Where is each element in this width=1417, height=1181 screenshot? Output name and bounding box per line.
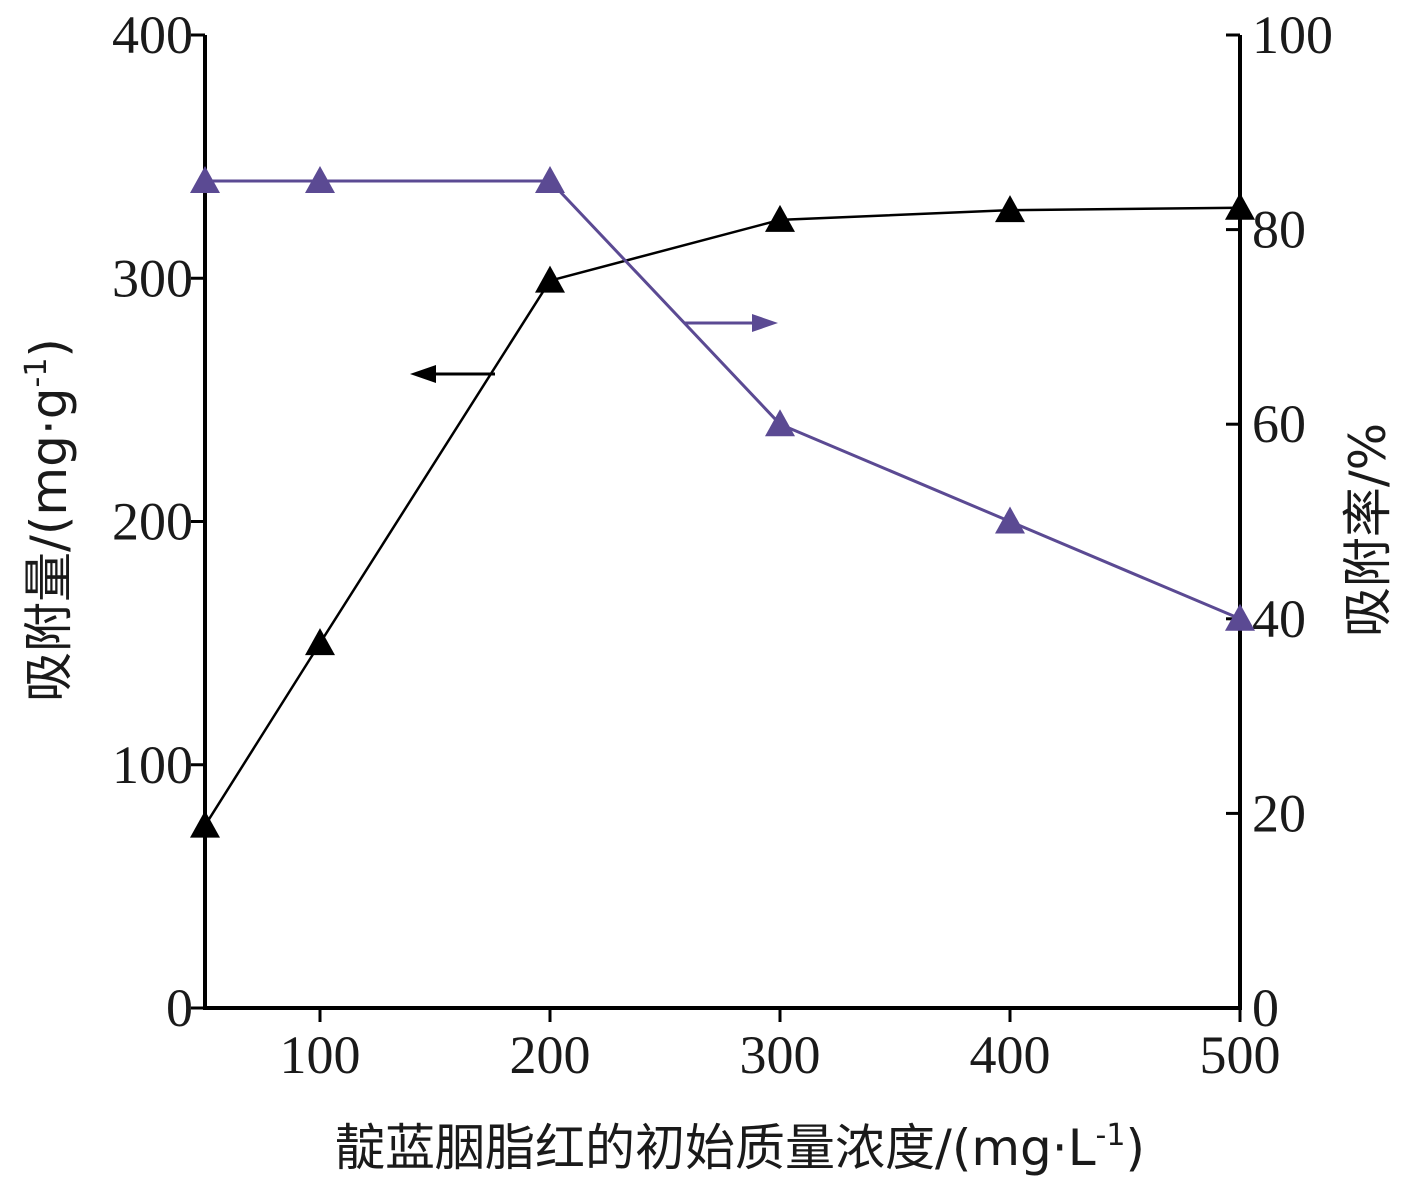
- x-tick-label: 100: [280, 1025, 361, 1085]
- y-right-tick-label: 0: [1252, 978, 1279, 1038]
- y-axis-right-title: 吸附率/%: [1339, 423, 1397, 637]
- data-point-marker: [765, 409, 795, 437]
- left-axis-arrow-head: [410, 365, 436, 383]
- series-line-right: [205, 179, 1241, 621]
- y-right-tick-label: 60: [1252, 394, 1306, 454]
- y-left-tick-label: 200: [112, 492, 193, 552]
- data-point-marker: [1225, 192, 1255, 220]
- data-point-marker: [190, 810, 220, 838]
- data-point-marker: [305, 628, 335, 656]
- x-tick-label: 200: [510, 1025, 591, 1085]
- right-axis-arrow-head: [752, 314, 778, 332]
- data-point-marker: [305, 165, 335, 193]
- annotation-layer: [410, 314, 778, 383]
- y-axis-left-title: 吸附量/(mg·g-1): [19, 338, 78, 702]
- x-tick-label: 500: [1200, 1025, 1281, 1085]
- y-left-tick-label: 300: [112, 248, 193, 308]
- data-point-marker: [535, 265, 565, 293]
- y-left-tick-label: 400: [112, 5, 193, 65]
- x-tick-label: 400: [970, 1025, 1051, 1085]
- x-tick-label: 300: [740, 1025, 821, 1085]
- data-point-marker: [995, 506, 1025, 534]
- data-point-marker: [995, 195, 1025, 223]
- data-point-marker: [190, 165, 220, 193]
- series-layer: [190, 165, 1255, 838]
- series-line-left: [203, 206, 1241, 827]
- data-point-marker: [765, 204, 795, 232]
- y-left-tick-label: 100: [112, 735, 193, 795]
- y-right-tick-label: 100: [1252, 5, 1333, 65]
- x-axis-title: 靛蓝胭脂红的初始质量浓度/(mg·L-1): [335, 1118, 1145, 1177]
- y-right-tick-label: 80: [1252, 200, 1306, 260]
- y-right-tick-label: 40: [1252, 589, 1306, 649]
- y-right-tick-label: 20: [1252, 783, 1306, 843]
- data-point-marker: [535, 165, 565, 193]
- data-point-marker: [1225, 603, 1255, 631]
- y-left-tick-label: 0: [166, 978, 193, 1038]
